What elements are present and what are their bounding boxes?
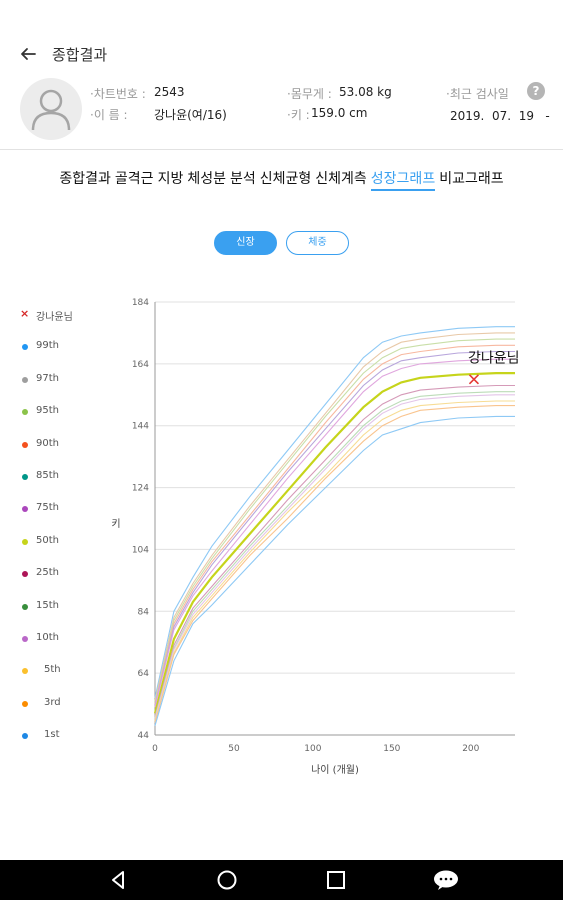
legend-label: 10th (36, 632, 59, 643)
patient-label: 강나윤님 (468, 350, 520, 366)
y-axis-title: 키 (111, 518, 120, 530)
legend-dot-icon (22, 636, 28, 642)
nav-back-icon[interactable] (106, 868, 130, 892)
legend-label: 97th (36, 372, 59, 384)
toggle-height-button[interactable]: 신장 (214, 231, 277, 255)
legend-dot-icon (22, 441, 28, 448)
chart-no-label: ·차트번호 : (90, 87, 146, 101)
series-line-97th (154, 332, 515, 702)
legend-dot-icon (22, 733, 28, 740)
legend-label: 강나윤님 (36, 312, 73, 323)
series-line-95th (154, 338, 515, 703)
y-tick-label: 44 (138, 731, 150, 741)
series-line-10th (154, 394, 515, 720)
legend-label: 90th (36, 437, 59, 449)
y-tick-label: 124 (132, 484, 149, 494)
avatar (20, 78, 82, 140)
toggle-weight-button[interactable]: 체중 (286, 231, 349, 255)
series-line-50th (153, 372, 515, 714)
patient-info: ·차트번호 : 2543 ·이 름 : 강나윤(여/16) ·몸무게 : 53.… (0, 72, 563, 150)
legend-dot-icon (22, 376, 28, 383)
chart-no-value: 2543 (154, 85, 185, 99)
x-tick-label: 100 (304, 744, 321, 754)
legend-label: 25th (36, 567, 59, 579)
series-line-5th (154, 400, 515, 722)
legend-label: 75th (36, 502, 59, 514)
tab-5[interactable]: 분석 (229, 171, 256, 187)
y-tick-label: 64 (138, 669, 150, 679)
legend-label: 99th (36, 340, 59, 352)
back-arrow-icon[interactable] (18, 44, 38, 64)
nav-recents-icon[interactable] (324, 868, 348, 892)
legend-label: 5th (44, 664, 61, 676)
legend-label: 3rd (44, 696, 61, 708)
legend-label: 95th (36, 405, 59, 417)
x-tick-label: 200 (462, 744, 479, 754)
legend-label: 50th (36, 534, 59, 546)
top-bar: 종합결과 (0, 0, 563, 72)
recent-exam-label: ·최근 검사일 (446, 87, 509, 101)
recent-exam-date[interactable]: 2019. 07. 19 - (450, 109, 550, 123)
help-icon[interactable]: ? (527, 82, 545, 100)
weight-value: 53.08 kg (339, 85, 392, 99)
cross-marker-icon: × (20, 307, 30, 320)
y-tick-label: 104 (132, 545, 149, 555)
series-line-25th (154, 384, 515, 717)
tab-6[interactable]: 신체균형 (259, 171, 312, 187)
y-tick-label: 84 (138, 607, 150, 617)
series-line-85th (154, 350, 515, 706)
legend-dot-icon (22, 603, 28, 610)
tab-bar: 종합결과 골격근 지방 체성분 분석 신체균형 신체계측 성장그래프 비교그래프 (0, 168, 563, 191)
x-tick-label: 50 (228, 744, 240, 754)
name-value: 강나윤(여/16) (154, 108, 227, 122)
series-line-90th (154, 344, 515, 705)
series-line-1st (154, 415, 515, 726)
tab-2[interactable]: 골격근 (114, 171, 154, 187)
page-title: 종합결과 (52, 46, 108, 64)
android-nav-bar (0, 860, 563, 900)
name-label: ·이 름 : (90, 108, 128, 122)
series-line-15th (154, 391, 515, 719)
legend-label: 15th (36, 599, 59, 611)
legend-dot-icon (22, 344, 28, 351)
legend-label: 85th (36, 470, 59, 481)
x-tick-label: 150 (383, 744, 400, 754)
legend-dot-icon (22, 700, 28, 707)
patient-marker (468, 374, 480, 385)
legend-dot-icon (22, 571, 28, 578)
tab-4[interactable]: 체성분 (187, 171, 226, 187)
series-line-99th (154, 326, 515, 699)
legend-dot-icon (22, 409, 28, 416)
y-tick-label: 184 (132, 298, 149, 308)
divider (0, 149, 563, 150)
legend-label: 1st (44, 729, 60, 741)
tab-7[interactable]: 신체계측 (315, 171, 367, 187)
x-axis-title: 나이 (개월) (311, 764, 359, 776)
series-line-75th (154, 358, 515, 708)
y-tick-label: 164 (132, 360, 149, 370)
growth-chart: 44 64 84 104 124 144 164 184 0 50 100 150 200 나이 (개월)… (111, 298, 520, 776)
tab-9[interactable]: 비교그래프 (439, 171, 504, 187)
legend-dot-icon (22, 506, 28, 513)
height-value: 159.0 cm (311, 106, 368, 120)
height-label: ·키 : (287, 108, 310, 122)
weight-label: ·몸무게 : (287, 87, 332, 101)
series-line-3rd (154, 405, 515, 723)
nav-home-icon[interactable] (215, 868, 239, 892)
x-tick-label: 0 (152, 744, 158, 754)
legend-dot-icon (22, 668, 28, 675)
legend-dot-icon (22, 474, 28, 480)
chat-bubble-icon[interactable] (432, 868, 460, 892)
tab-8[interactable]: 성장그래프 (370, 168, 436, 191)
y-tick-label: 144 (132, 422, 149, 432)
legend-dot-icon (22, 538, 28, 545)
tab-1[interactable]: 종합결과 (59, 171, 111, 187)
tab-3[interactable]: 지방 (157, 171, 184, 187)
person-icon (31, 89, 71, 131)
